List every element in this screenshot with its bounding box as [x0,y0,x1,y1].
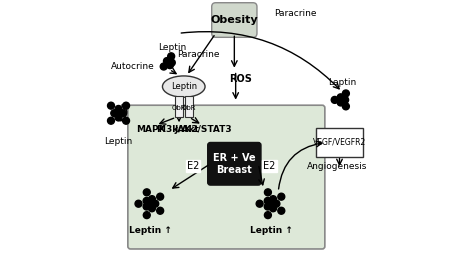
Circle shape [148,196,155,203]
Circle shape [135,200,142,207]
Text: E2: E2 [187,161,199,171]
FancyBboxPatch shape [316,128,364,157]
Circle shape [143,197,150,204]
Circle shape [342,96,348,103]
Circle shape [164,58,171,65]
Circle shape [119,110,126,117]
Circle shape [342,90,349,97]
Circle shape [168,59,175,66]
Circle shape [115,105,122,112]
Circle shape [143,189,150,196]
Circle shape [165,59,173,66]
Circle shape [278,207,285,214]
Circle shape [256,200,263,207]
Circle shape [123,102,129,109]
Circle shape [123,117,129,124]
Circle shape [166,62,173,69]
Bar [175,96,182,117]
Circle shape [147,200,154,207]
Circle shape [270,205,276,212]
Circle shape [115,110,122,117]
Circle shape [160,63,167,70]
Circle shape [273,200,280,207]
Text: Leptin: Leptin [104,137,133,146]
Text: E2: E2 [263,161,276,171]
Text: ROS: ROS [229,74,253,84]
Circle shape [270,196,276,203]
Text: Leptin: Leptin [158,44,186,52]
Circle shape [111,110,118,117]
Circle shape [278,193,285,200]
Text: JAK2/STAT3: JAK2/STAT3 [175,125,233,134]
Text: PI3k/Akt: PI3k/Akt [155,125,199,134]
Circle shape [339,96,346,103]
Circle shape [264,212,272,219]
Text: ObR: ObR [172,105,186,111]
Circle shape [264,189,272,196]
FancyBboxPatch shape [212,3,257,37]
Circle shape [157,207,164,214]
Text: Leptin ↑: Leptin ↑ [250,226,293,235]
Circle shape [108,117,114,124]
Text: Paracrine: Paracrine [177,50,219,59]
Circle shape [143,212,150,219]
Bar [185,96,192,117]
Text: Paracrine: Paracrine [274,9,317,18]
Circle shape [143,203,150,210]
Circle shape [264,203,271,210]
Circle shape [331,96,338,103]
Text: Obesity: Obesity [210,15,258,25]
Text: ER + Ve
Breast: ER + Ve Breast [213,153,255,175]
Circle shape [264,197,271,204]
Text: VEGF/VEGFR2: VEGF/VEGFR2 [313,138,366,147]
Text: ObR: ObR [182,105,196,111]
Ellipse shape [163,76,205,97]
Circle shape [115,114,122,121]
Circle shape [268,200,275,207]
Circle shape [337,99,344,106]
FancyBboxPatch shape [208,143,261,185]
Text: Angiogenesis: Angiogenesis [307,162,367,171]
Circle shape [157,193,164,200]
Text: Leptin: Leptin [328,78,356,87]
Circle shape [342,103,349,110]
Circle shape [168,53,174,60]
Circle shape [337,94,344,101]
Text: Autocrine: Autocrine [111,62,155,71]
Circle shape [148,205,155,212]
Text: Leptin ↑: Leptin ↑ [129,226,172,235]
Circle shape [152,200,159,207]
Text: MAPK: MAPK [136,125,165,134]
FancyBboxPatch shape [128,105,325,249]
Text: Leptin: Leptin [171,82,197,91]
Circle shape [108,102,114,109]
